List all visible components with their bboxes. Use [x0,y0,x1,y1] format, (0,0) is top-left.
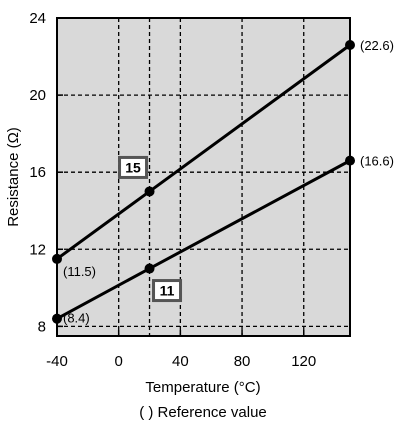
reference-value-label: (22.6) [360,38,394,53]
reference-value-label: (11.5) [63,264,96,279]
y-axis-title: Resistance (Ω) [5,127,22,227]
y-tick-label: 24 [29,10,46,27]
x-axis-title: Temperature (°C) [145,379,260,396]
data-point [52,253,62,264]
data-point [52,313,62,324]
footnote: ( ) Reference value [139,404,267,421]
value-callout-label: 15 [125,159,141,175]
x-tick-label: 120 [291,353,316,370]
x-tick-label: 0 [115,353,123,370]
data-point [144,263,155,274]
value-callout-box [152,279,183,303]
data-point [345,155,355,166]
plot-frame [56,17,351,337]
y-tick-label: 16 [29,164,46,181]
x-tick-label: 80 [234,353,251,370]
x-tick-label: 40 [172,353,189,370]
value-callout-label: 11 [160,283,175,299]
value-callout-box [118,155,149,179]
reference-value-label: (8.4) [63,311,90,326]
plot-area [57,18,350,336]
y-tick-label: 12 [29,241,46,258]
y-tick-label: 20 [29,87,46,104]
data-point [144,186,155,197]
data-point [345,39,355,50]
x-tick-label: -40 [46,353,68,370]
reference-value-label: (16.6) [360,154,394,169]
y-tick-label: 8 [38,318,46,335]
